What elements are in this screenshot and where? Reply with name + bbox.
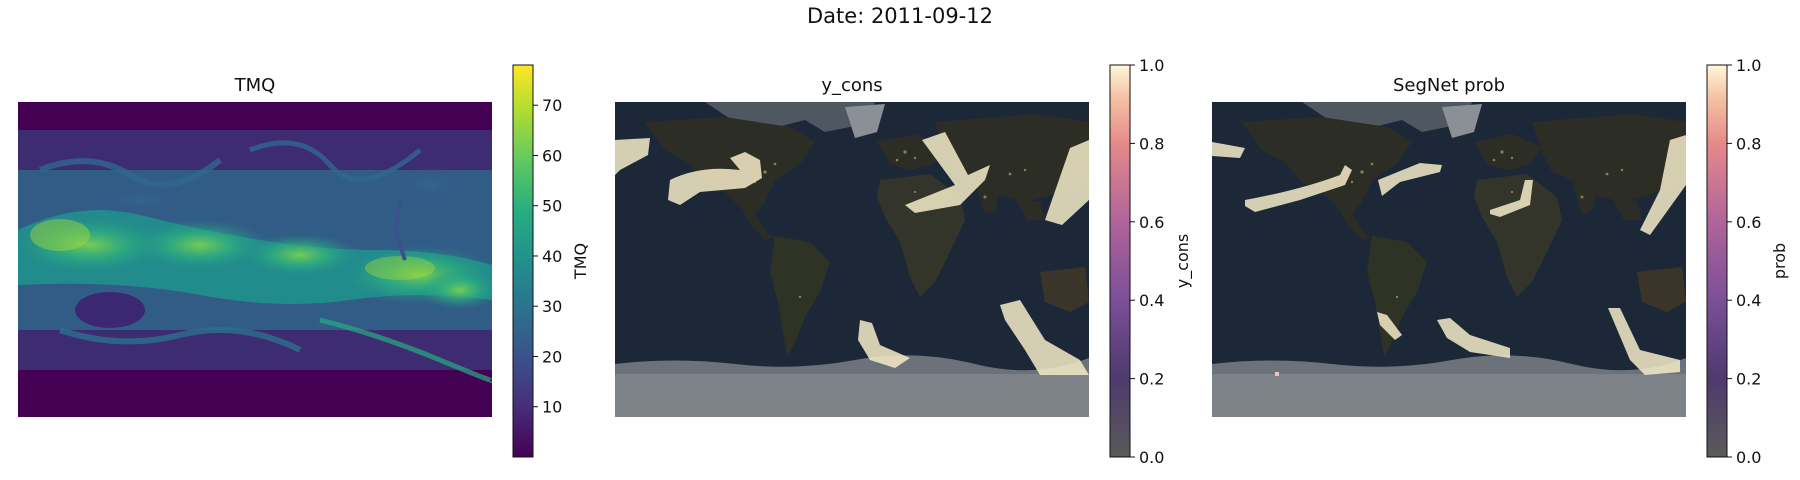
segnet-colorbar-ticks: 0.0 0.2 0.4 0.6 0.8 1.0 xyxy=(1727,56,1761,467)
segnet-map xyxy=(1212,102,1686,417)
segnet-colorbar-tick-label: 0.0 xyxy=(1736,448,1761,467)
segnet-colorbar-ramp xyxy=(1707,65,1727,457)
ycons-colorbar-tick-label: 0.0 xyxy=(1139,448,1164,467)
ycons-colorbar-tick-label: 0.4 xyxy=(1139,291,1164,310)
tmq-colorbar-label: TMQ xyxy=(571,243,590,280)
ycons-colorbar-tick-label: 1.0 xyxy=(1139,56,1164,75)
tmq-heatmap xyxy=(10,102,500,417)
ycons-title: y_cons xyxy=(821,75,882,96)
tmq-colorbar-tick-label: 50 xyxy=(542,197,562,216)
tmq-colorbar-tick-label: 60 xyxy=(542,146,562,165)
ycons-colorbar-tick-label: 0.2 xyxy=(1139,370,1164,389)
tmq-colorbar-tick-label: 40 xyxy=(542,247,562,266)
tmq-colorbar-tick-label: 10 xyxy=(542,398,562,417)
ycons-map xyxy=(615,102,1089,417)
tmq-title: TMQ xyxy=(234,75,276,96)
tmq-colorbar-ticks: 10 20 30 40 50 60 70 xyxy=(533,96,562,417)
tmq-colorbar-tick-label: 70 xyxy=(542,96,562,115)
tmq-colorbar: 10 20 30 40 50 60 70 TMQ xyxy=(513,65,590,457)
ycons-colorbar-label: y_cons xyxy=(1173,234,1193,289)
segnet-colorbar-tick-label: 0.8 xyxy=(1736,134,1761,153)
segnet-colorbar-tick-label: 0.2 xyxy=(1736,370,1761,389)
segnet-title: SegNet prob xyxy=(1393,75,1505,96)
segnet-colorbar-tick-label: 1.0 xyxy=(1736,56,1761,75)
ycons-colorbar-ramp xyxy=(1110,65,1130,457)
ycons-colorbar-ticks: 0.0 0.2 0.4 0.6 0.8 1.0 xyxy=(1130,56,1164,467)
segnet-colorbar-tick-label: 0.4 xyxy=(1736,291,1761,310)
segnet-colorbar-tick-label: 0.6 xyxy=(1736,213,1761,232)
tmq-colorbar-tick-label: 20 xyxy=(542,347,562,366)
tmq-panel: TMQ xyxy=(10,75,500,417)
tmq-colorbar-ramp xyxy=(513,65,533,457)
ycons-colorbar-tick-label: 0.6 xyxy=(1139,213,1164,232)
segnet-panel: SegNet prob xyxy=(1212,75,1686,417)
tmq-colorbar-tick-label: 30 xyxy=(542,297,562,316)
segnet-colorbar-label: prob xyxy=(1770,243,1789,279)
segnet-colorbar: 0.0 0.2 0.4 0.6 0.8 1.0 prob xyxy=(1707,56,1789,467)
ycons-panel: y_cons xyxy=(615,75,1089,417)
ycons-colorbar-tick-label: 0.8 xyxy=(1139,134,1164,153)
ycons-colorbar: 0.0 0.2 0.4 0.6 0.8 1.0 y_cons xyxy=(1110,56,1193,467)
